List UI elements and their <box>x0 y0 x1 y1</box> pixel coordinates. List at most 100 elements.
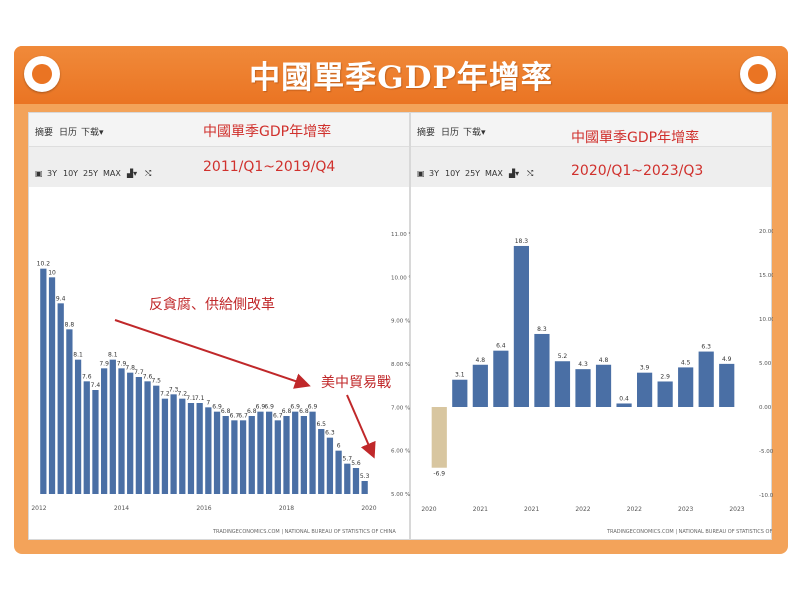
data-label: 7.6 <box>143 373 153 380</box>
toolbar-calendar[interactable]: 日历 <box>441 128 460 138</box>
shuffle-icon[interactable]: ⤭ <box>527 169 534 178</box>
data-label: 8.8 <box>65 321 75 328</box>
toolbar-calendar[interactable]: 日历 <box>59 128 78 138</box>
toolbar-download[interactable]: 下载▾ <box>463 128 486 138</box>
data-label: 6.9 <box>212 404 222 411</box>
y-tick-label: 5.00 % <box>391 492 410 498</box>
x-tick-label: 2023 <box>729 506 744 513</box>
bar <box>283 416 290 494</box>
source-footer: TRADINGECONOMICS.COM | NATIONAL BUREAU O… <box>606 529 773 535</box>
data-label: 7.5 <box>151 378 161 385</box>
y-tick-label: 20.00 % <box>759 229 773 235</box>
chart-title-right: 中國單季GDP年增率 <box>571 130 700 146</box>
data-label: 6.9 <box>308 404 318 411</box>
bar <box>274 420 281 494</box>
range-10y[interactable]: 10Y <box>445 169 461 178</box>
bar <box>161 398 169 494</box>
bar <box>135 377 142 494</box>
data-label: 6.7 <box>238 412 248 419</box>
data-label: 4.3 <box>578 361 588 368</box>
data-label: 9.4 <box>56 295 66 302</box>
data-label: 8.1 <box>108 352 118 359</box>
bar <box>472 364 488 407</box>
bar <box>575 369 591 407</box>
y-tick-label: -10.00 % <box>759 493 773 499</box>
bar <box>248 416 255 494</box>
bar <box>48 277 56 494</box>
data-label: 3.1 <box>455 372 465 379</box>
data-label: 6.7 <box>230 412 240 419</box>
data-label: 4.8 <box>599 357 609 364</box>
bar <box>127 372 134 494</box>
y-tick-label: 0.00 % <box>759 405 773 411</box>
bar <box>92 390 99 494</box>
x-tick-label: 2023 <box>678 506 693 513</box>
bar <box>205 407 212 494</box>
data-label: 6.9 <box>256 404 266 411</box>
toolbar-summary[interactable]: 摘要 <box>35 128 54 138</box>
bar <box>595 364 612 407</box>
chart-type-icon[interactable]: ▟▾ <box>509 169 520 178</box>
y-tick-label: 10.00 % <box>391 275 411 281</box>
calendar-icon[interactable]: ▣ <box>417 169 425 178</box>
source-footer: TRADINGECONOMICS.COM | NATIONAL BUREAU O… <box>212 529 396 535</box>
x-tick-label: 2020 <box>361 505 376 512</box>
shuffle-icon[interactable]: ⤭ <box>145 169 152 178</box>
chart-type-icon[interactable]: ▟▾ <box>127 169 138 178</box>
data-label: 6.5 <box>316 421 326 428</box>
chart-subtitle-left: 2011/Q1~2019/Q4 <box>203 159 336 175</box>
toolbar-download[interactable]: 下载▾ <box>81 128 104 138</box>
range-3y[interactable]: 3Y <box>47 169 57 178</box>
data-label: 6.8 <box>299 408 309 415</box>
data-label: 6.9 <box>290 404 300 411</box>
bar <box>66 329 73 494</box>
data-label: 7.1 <box>195 395 205 402</box>
data-label: 5.6 <box>351 460 361 467</box>
range-max[interactable]: MAX <box>103 169 121 178</box>
bar <box>431 407 447 468</box>
data-label: 7.6 <box>82 373 92 380</box>
x-tick-label: 2016 <box>196 505 211 512</box>
y-tick-label: 9.00 % <box>391 319 410 325</box>
annotation-reform: 反貪腐、供給側改革 <box>149 296 275 313</box>
x-tick-label: 2022 <box>575 506 590 513</box>
data-label: 5.2 <box>558 353 568 360</box>
bar <box>335 450 342 494</box>
data-label: 3.9 <box>640 365 650 372</box>
range-25y[interactable]: 25Y <box>465 169 481 178</box>
data-label: 7.2 <box>178 391 188 398</box>
bar <box>266 411 273 494</box>
bar <box>74 359 82 494</box>
bar <box>300 416 307 494</box>
bar <box>318 429 325 494</box>
y-tick-label: 10.00 % <box>759 317 773 323</box>
data-label: 4.5 <box>681 359 691 366</box>
bar <box>231 420 238 494</box>
bar-chart-right: 20.00 % 15.00 % 10.00 % 5.00 % 0.00 % -5.00 %… <box>421 229 773 535</box>
chart-panel-2020-2023: 摘要 日历 下载▾ ▣ 3Y 10Y 25Y MAX ▟▾ ⤭ 中國單季GDP年… <box>410 112 773 540</box>
range-3y[interactable]: 3Y <box>429 169 439 178</box>
data-label: 0.4 <box>619 395 629 402</box>
bar <box>222 416 229 494</box>
range-25y[interactable]: 25Y <box>83 169 99 178</box>
data-label: 5.7 <box>343 456 353 463</box>
data-label: 7.1 <box>186 395 196 402</box>
bar <box>309 411 316 494</box>
data-label: 7.7 <box>134 369 144 376</box>
x-tick-label: 2021 <box>473 506 488 513</box>
data-label: 7.3 <box>169 386 179 393</box>
range-10y[interactable]: 10Y <box>63 169 79 178</box>
bar <box>196 403 203 494</box>
x-tick-label: 2018 <box>279 505 294 512</box>
bar <box>118 368 125 494</box>
x-tick-label: 2021 <box>524 506 539 513</box>
toolbar-range: ▣ 3Y 10Y 25Y MAX ▟▾ ⤭ <box>411 147 771 187</box>
data-label: 4.8 <box>476 357 486 364</box>
bar <box>213 411 221 494</box>
toolbar-summary[interactable]: 摘要 <box>417 128 436 138</box>
calendar-icon[interactable]: ▣ <box>35 169 43 178</box>
x-tick-label: 2022 <box>627 506 642 513</box>
bar <box>719 363 735 407</box>
range-max[interactable]: MAX <box>485 169 503 178</box>
bar <box>678 367 694 407</box>
